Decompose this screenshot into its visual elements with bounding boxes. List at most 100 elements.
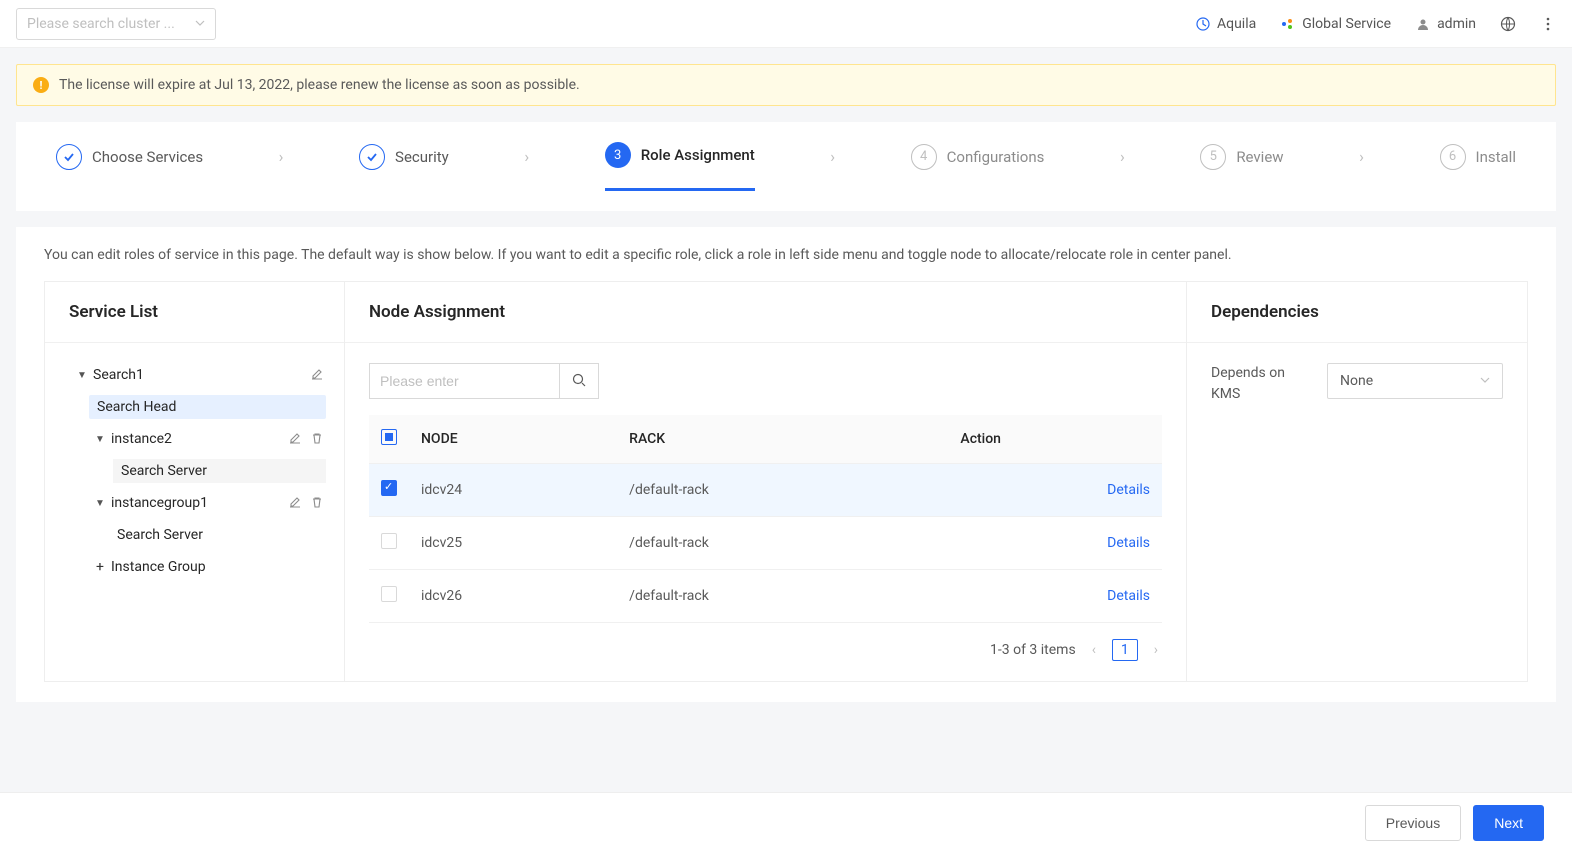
global-dots-icon [1280,16,1296,32]
footer: Previous Next [0,792,1572,852]
chevron-right-icon: › [279,147,284,186]
node-search-button[interactable] [559,363,599,399]
tree-label: instance2 [111,431,288,447]
dependencies-title: Dependencies [1187,282,1527,343]
depends-on-kms-value: None [1340,373,1373,389]
delete-icon[interactable] [310,495,326,511]
delete-icon[interactable] [310,431,326,447]
row-checkbox[interactable] [381,533,397,549]
row-checkbox[interactable] [381,480,397,496]
aquila-icon [1195,16,1211,32]
tree-instance2[interactable]: ▼ instance2 [69,423,332,455]
step-label: Install [1476,148,1516,166]
tree-label: Search Server [117,527,326,543]
stepper: Choose Services › Security › 3 Role Assi… [16,122,1556,211]
step-label: Choose Services [92,148,203,166]
details-link[interactable]: Details [1107,535,1150,551]
caret-down-icon: ▼ [93,434,107,445]
columns-layout: Service List ▼ Search1 Search Head [44,281,1528,682]
next-button[interactable]: Next [1473,805,1544,841]
select-all-checkbox[interactable] [381,429,397,445]
table-row: idcv25 /default-rack Details [369,517,1162,570]
page-next[interactable]: › [1150,640,1162,660]
topbar-more[interactable] [1540,16,1556,32]
tree-instancegroup1[interactable]: ▼ instancegroup1 [69,487,332,519]
plus-icon: + [93,559,107,575]
tree-label: Search1 [93,367,310,383]
step-check-icon [359,144,385,170]
topbar-admin[interactable]: admin [1415,16,1476,32]
step-label: Role Assignment [641,146,755,164]
topbar-global-service[interactable]: Global Service [1280,16,1391,32]
caret-down-icon: ▼ [93,498,107,509]
step-number: 6 [1440,144,1466,170]
edit-icon[interactable] [288,495,304,511]
step-role-assignment[interactable]: 3 Role Assignment [605,142,755,191]
edit-icon[interactable] [288,431,304,447]
step-label: Security [395,148,449,166]
warning-icon: ! [33,77,49,93]
col-node-header: NODE [409,415,617,464]
step-number: 4 [911,144,937,170]
chevron-right-icon: › [524,147,529,186]
pagination: 1-3 of 3 items ‹ 1 › [369,639,1162,661]
more-vertical-icon [1540,16,1556,32]
page-body: ! The license will expire at Jul 13, 202… [0,48,1572,792]
tree-root-search1[interactable]: ▼ Search1 [69,359,332,391]
tree-instance2-search-server[interactable]: Search Server [69,455,332,487]
topbar-language[interactable] [1500,16,1516,32]
node-search-input[interactable] [369,363,559,399]
tree-search-head[interactable]: Search Head [69,391,332,423]
chevron-right-icon: › [830,147,835,186]
table-row: idcv26 /default-rack Details [369,570,1162,623]
globe-icon [1500,16,1516,32]
table-row: idcv24 /default-rack Details [369,464,1162,517]
chevron-right-icon: › [1120,147,1125,186]
step-number: 5 [1200,144,1226,170]
rack-cell: /default-rack [617,570,948,623]
description-text: You can edit roles of service in this pa… [44,247,1528,263]
step-number: 3 [605,142,631,168]
tree-label: Search Server [113,459,326,483]
node-cell: idcv25 [409,517,617,570]
page-current[interactable]: 1 [1112,639,1138,661]
pagination-range: 1-3 of 3 items [990,642,1076,658]
row-checkbox[interactable] [381,586,397,602]
step-configurations: 4 Configurations [911,144,1045,190]
service-list-panel: Service List ▼ Search1 Search Head [45,282,345,681]
topbar-aquila-label: Aquila [1217,16,1256,32]
caret-down-icon: ▼ [75,370,89,381]
col-rack-header: RACK [617,415,948,464]
edit-icon[interactable] [310,367,326,383]
step-security[interactable]: Security [359,144,449,190]
topbar-aquila[interactable]: Aquila [1195,16,1256,32]
cluster-search-placeholder: Please search cluster ... [27,16,175,32]
previous-button[interactable]: Previous [1365,805,1461,841]
tree-instancegroup1-search-server[interactable]: Search Server [69,519,332,551]
user-icon [1415,16,1431,32]
topbar-global-service-label: Global Service [1302,16,1391,32]
node-search [369,363,1162,399]
depends-on-kms-select[interactable]: None [1327,363,1503,399]
rack-cell: /default-rack [617,464,948,517]
alert-text: The license will expire at Jul 13, 2022,… [59,77,580,93]
node-cell: idcv24 [409,464,617,517]
topbar-admin-label: admin [1437,16,1476,32]
page-prev[interactable]: ‹ [1088,640,1100,660]
col-action-header: Action [948,415,1162,464]
step-choose-services[interactable]: Choose Services [56,144,203,190]
details-link[interactable]: Details [1107,588,1150,604]
depends-on-kms-label: Depends on KMS [1211,363,1311,405]
chevron-down-icon [195,16,205,32]
cluster-search-dropdown[interactable]: Please search cluster ... [16,8,216,40]
chevron-right-icon: › [1359,147,1364,186]
step-check-icon [56,144,82,170]
details-link[interactable]: Details [1107,482,1150,498]
step-install: 6 Install [1440,144,1516,190]
chevron-down-icon [1480,373,1490,389]
tree-add-instance-group[interactable]: + Instance Group [69,551,332,583]
rack-cell: /default-rack [617,517,948,570]
service-list-title: Service List [45,282,344,343]
tree-label: Search Head [89,395,326,419]
topbar: Please search cluster ... Aquila Global … [0,0,1572,48]
